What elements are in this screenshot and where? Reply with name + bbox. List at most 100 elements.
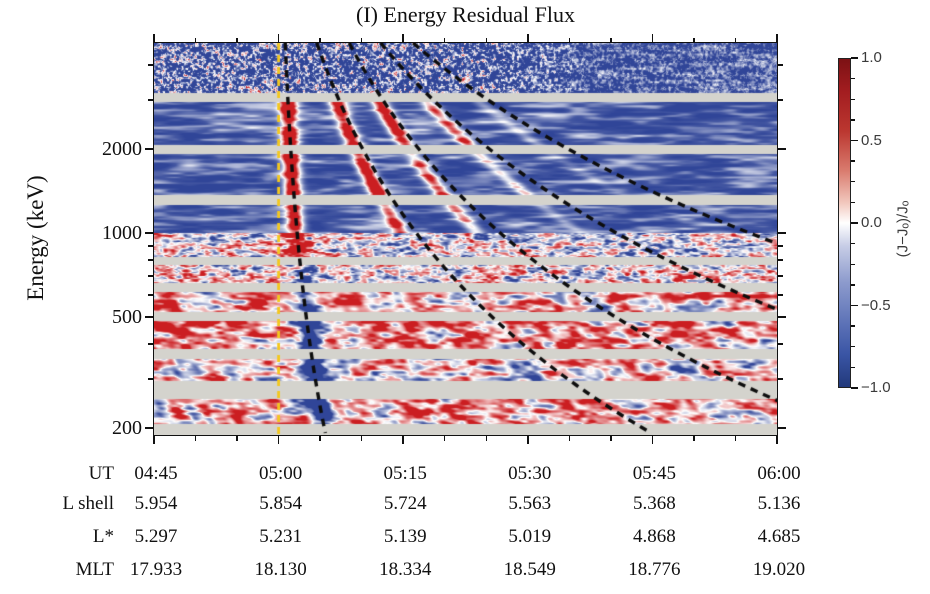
colorbar-tick [851,366,855,369]
colorbar-gradient [838,58,851,388]
colorbar-tick [851,119,855,121]
y-tick [778,245,783,247]
y-tick [148,99,153,101]
x-tick [402,34,404,42]
y-tick [148,64,153,66]
table-cell: 04:45 [134,463,178,484]
table-cell: 17.933 [129,559,183,580]
colorbar-tick [851,77,855,80]
colorbar-tick-label: 0.5 [861,131,882,149]
x-tick [236,37,238,42]
table-cell: 05:30 [508,463,552,484]
table-cell: 05:45 [632,463,677,484]
x-tick [568,436,571,441]
x-tick [319,37,321,42]
table-cell: 5.954 [134,493,178,514]
colorbar-tick [851,201,855,204]
table-cell: 18.776 [628,559,681,580]
x-tick [319,436,321,441]
colorbar-tick [851,346,855,348]
table-row-label: UT [88,463,114,484]
y-axis-label: Energy (keV) [23,175,48,301]
x-tick [485,37,488,42]
colorbar-tick [851,387,858,389]
table-cell: 5.854 [259,493,302,514]
table-cell: 4.868 [633,526,676,547]
y-tick-label: 500 [112,305,142,328]
x-tick [693,436,695,441]
colorbar-tick [851,181,855,183]
x-tick [194,37,197,42]
x-tick [277,34,280,42]
table-cell: 18.334 [379,559,432,580]
colorbar-tick [851,98,855,100]
y-tick [145,316,153,318]
y-tick [778,148,786,150]
colorbar-tick [851,222,858,224]
colorbar-tick [851,242,855,245]
y-tick [778,275,783,277]
x-tick [776,436,778,444]
y-tick [145,427,153,429]
y-tick-label: 1000 [102,221,142,244]
colorbar-tick-label: 0.0 [861,214,882,231]
x-tick [610,37,612,42]
y-tick [778,232,786,234]
x-tick [236,436,238,441]
x-tick [610,436,612,441]
table-cell: 5.139 [383,526,427,547]
colorbar-tick-label: −0.5 [861,296,891,314]
y-tick [778,294,783,296]
table-row-label: L* [92,526,114,547]
table-cell: 5.724 [383,493,427,514]
y-tick [148,294,153,296]
x-tick [651,436,654,444]
x-tick [776,34,778,42]
colorbar-tick [851,139,858,142]
table-cell: 05:00 [258,463,303,484]
y-tick [778,343,783,345]
x-tick [527,436,529,444]
y-tick [778,259,783,261]
table-cell: 5.563 [508,493,552,514]
x-tick [153,436,155,444]
colorbar-tick [851,325,855,327]
y-tick [148,245,153,247]
colorbar-tick-label: 1.0 [861,49,882,66]
heatmap-canvas [154,43,777,435]
table-cell: 5.231 [259,526,302,547]
x-tick [734,37,737,42]
y-tick [148,343,153,345]
table-cell: 5.136 [757,493,801,514]
chart-title: (I) Energy Residual Flux [356,2,575,27]
colorbar-tick [851,57,858,59]
table-cell: 05:15 [383,463,427,484]
x-tick [360,37,363,42]
table-row-label: MLT [75,559,114,580]
y-tick [148,259,153,261]
y-tick [148,378,153,380]
x-tick [527,34,529,42]
table-cell: 06:00 [757,463,801,484]
y-tick [145,232,153,234]
y-tick-label: 2000 [102,138,142,160]
table-cell: 18.130 [254,559,307,580]
x-tick [568,37,571,42]
table-cell: 5.297 [134,526,178,547]
y-tick [778,427,786,429]
table-cell: 5.368 [633,493,676,514]
y-tick [148,275,153,277]
colorbar-tick [851,304,858,307]
table-cell: 4.685 [757,526,801,547]
x-tick [360,436,363,441]
colorbar-tick [851,284,855,286]
table-cell: 18.549 [503,559,556,580]
table-cell: 19.020 [752,559,806,580]
table-cell: 5.019 [508,526,552,547]
x-tick [693,37,695,42]
y-tick [778,64,783,66]
x-tick [651,34,654,42]
table-row-label: L shell [62,493,114,514]
colorbar-tick [851,263,855,265]
